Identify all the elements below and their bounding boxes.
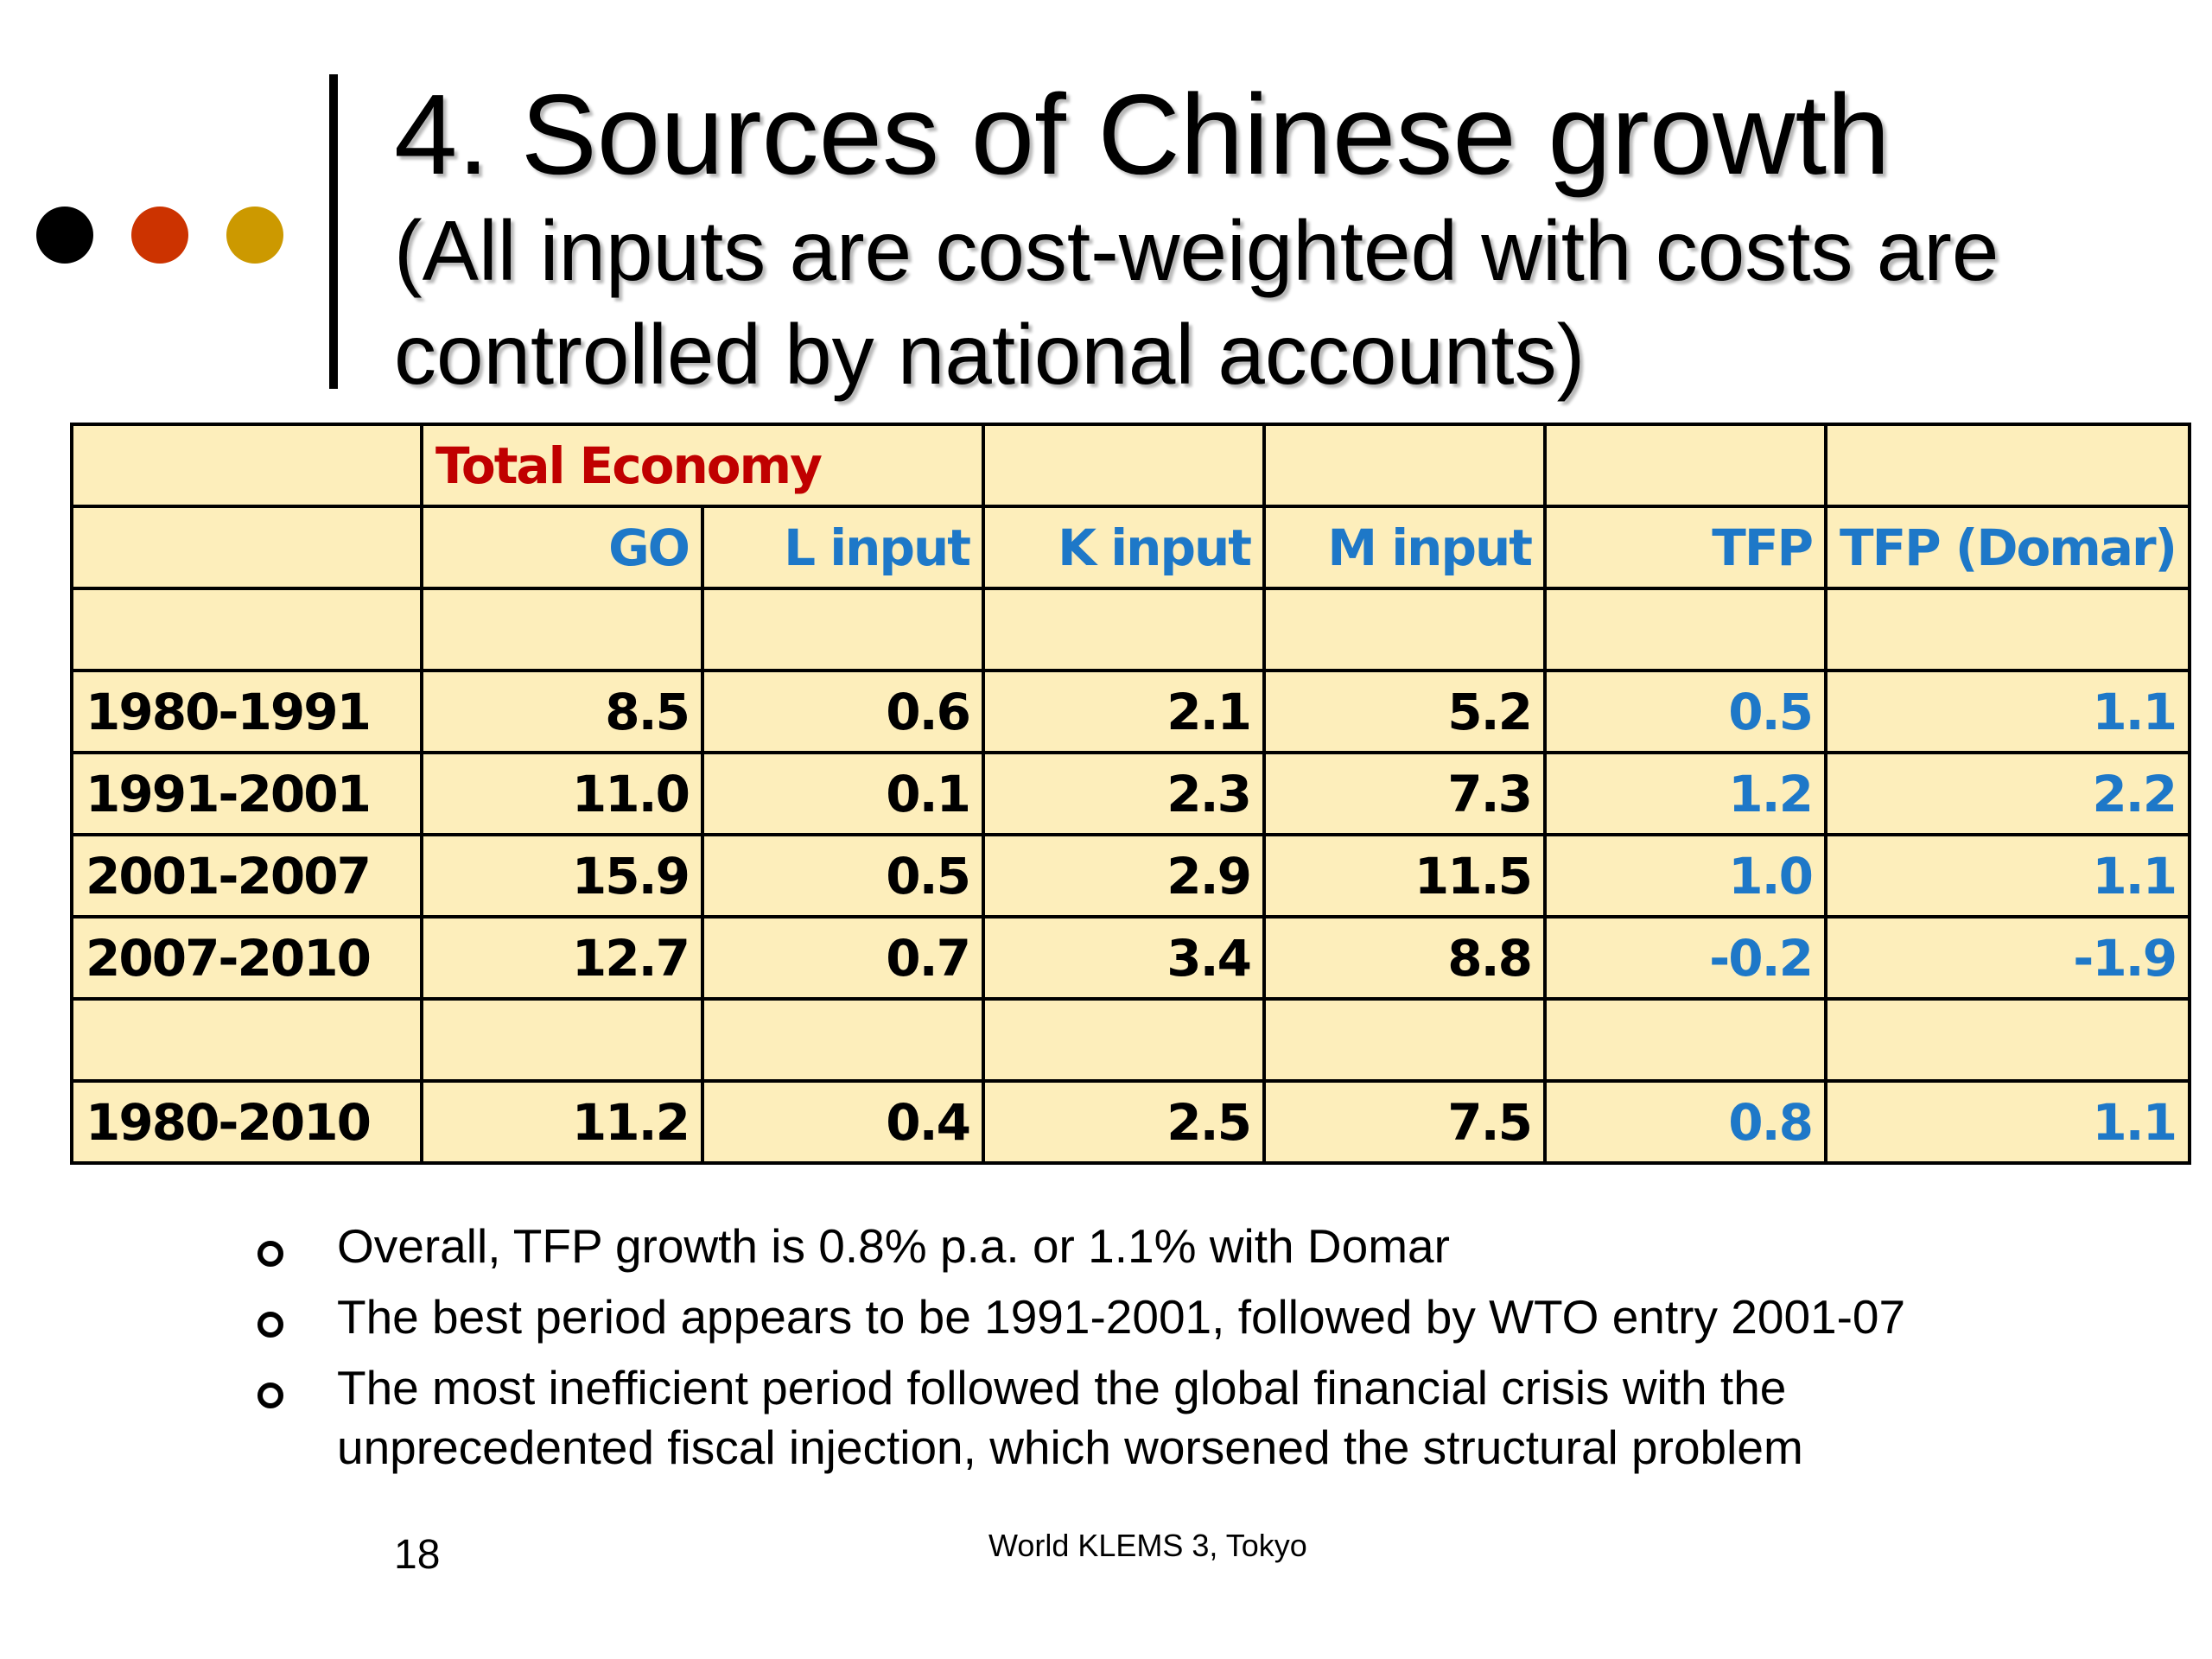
cell-tfp-domar: -1.9	[1823, 915, 2192, 1001]
list-item: Overall, TFP growth is 0.8% p.a. or 1.1%…	[251, 1217, 1979, 1276]
row-label: 2007-2010	[70, 915, 423, 1001]
table-cell	[1262, 423, 1547, 508]
column-header-m-input: M input	[1262, 505, 1547, 590]
cell-k-input: 3.4	[982, 915, 1266, 1001]
table-row: 2007-2010 12.7 0.7 3.4 8.8 -0.2 -1.9	[70, 915, 2192, 1001]
bullet-text: Overall, TFP growth is 0.8% p.a. or 1.1%…	[337, 1219, 1450, 1273]
bullet-list: Overall, TFP growth is 0.8% p.a. or 1.1%…	[251, 1217, 1979, 1489]
column-header-tfp-domar: TFP (Domar)	[1823, 505, 2192, 590]
column-header	[70, 505, 423, 590]
row-label: 2001-2007	[70, 833, 423, 918]
cell-m-input: 7.5	[1262, 1079, 1547, 1165]
cell-m-input: 11.5	[1262, 833, 1547, 918]
cell-k-input: 2.3	[982, 751, 1266, 836]
cell-l-input: 0.1	[701, 751, 985, 836]
black-dot-icon	[36, 207, 93, 264]
cell-go: 8.5	[420, 669, 704, 754]
cell-tfp: 0.8	[1543, 1079, 1827, 1165]
group-title: Total Economy	[420, 423, 985, 508]
cell-tfp-domar: 1.1	[1823, 1079, 2192, 1165]
list-item: The most inefficient period followed the…	[251, 1358, 1979, 1478]
column-header-l-input: L input	[701, 505, 985, 590]
column-header-tfp: TFP	[1543, 505, 1827, 590]
cell-go: 15.9	[420, 833, 704, 918]
bullet-circle-icon	[257, 1312, 283, 1338]
bullet-text: The most inefficient period followed the…	[337, 1361, 1803, 1474]
column-header-go: GO	[420, 505, 704, 590]
table-header-row: GO L input K input M input TFP TFP (Doma…	[70, 505, 2192, 590]
cell-k-input: 2.5	[982, 1079, 1266, 1165]
table-group-row: Total Economy	[70, 423, 2192, 508]
cell-l-input: 0.6	[701, 669, 985, 754]
cell-go: 11.2	[420, 1079, 704, 1165]
cell-m-input: 8.8	[1262, 915, 1547, 1001]
cell-tfp-domar: 2.2	[1823, 751, 2192, 836]
cell-tfp-domar: 1.1	[1823, 669, 2192, 754]
table-spacer-row	[70, 587, 2192, 672]
cell-tfp: 1.2	[1543, 751, 1827, 836]
row-label: 1980-1991	[70, 669, 423, 754]
slide-subtitle: (All inputs are cost-weighted with costs…	[394, 203, 1999, 402]
list-item: The best period appears to be 1991-2001,…	[251, 1287, 1979, 1347]
cell-tfp: -0.2	[1543, 915, 1827, 1001]
page-number: 18	[394, 1532, 441, 1578]
table-cell	[982, 423, 1266, 508]
cell-tfp: 0.5	[1543, 669, 1827, 754]
title-divider	[329, 74, 338, 389]
table-cell	[1543, 423, 1827, 508]
cell-l-input: 0.5	[701, 833, 985, 918]
footer-source: World KLEMS 3, Tokyo	[988, 1528, 1307, 1563]
cell-k-input: 2.1	[982, 669, 1266, 754]
bullet-circle-icon	[257, 1241, 283, 1267]
table-row: 1980-1991 8.5 0.6 2.1 5.2 0.5 1.1	[70, 669, 2192, 754]
cell-tfp: 1.0	[1543, 833, 1827, 918]
slide-title: 4. Sources of Chinese growth	[394, 71, 1891, 198]
growth-sources-table: Total Economy GO L input K input M input…	[70, 423, 2192, 1165]
cell-l-input: 0.4	[701, 1079, 985, 1165]
table-cell	[1823, 423, 2192, 508]
row-label: 1980-2010	[70, 1079, 423, 1165]
bullet-text: The best period appears to be 1991-2001,…	[337, 1290, 1906, 1344]
table-row: 2001-2007 15.9 0.5 2.9 11.5 1.0 1.1	[70, 833, 2192, 918]
bullet-circle-icon	[257, 1382, 283, 1408]
table-row: 1991-2001 11.0 0.1 2.3 7.3 1.2 2.2	[70, 751, 2192, 836]
cell-go: 11.0	[420, 751, 704, 836]
gold-dot-icon	[226, 207, 283, 264]
cell-l-input: 0.7	[701, 915, 985, 1001]
table-total-row: 1980-2010 11.2 0.4 2.5 7.5 0.8 1.1	[70, 1079, 2192, 1165]
cell-go: 12.7	[420, 915, 704, 1001]
orange-dot-icon	[131, 207, 188, 264]
cell-k-input: 2.9	[982, 833, 1266, 918]
cell-m-input: 7.3	[1262, 751, 1547, 836]
column-header-k-input: K input	[982, 505, 1266, 590]
row-label: 1991-2001	[70, 751, 423, 836]
cell-tfp-domar: 1.1	[1823, 833, 2192, 918]
cell-m-input: 5.2	[1262, 669, 1547, 754]
table-cell	[70, 423, 423, 508]
table-spacer-row	[70, 997, 2192, 1083]
